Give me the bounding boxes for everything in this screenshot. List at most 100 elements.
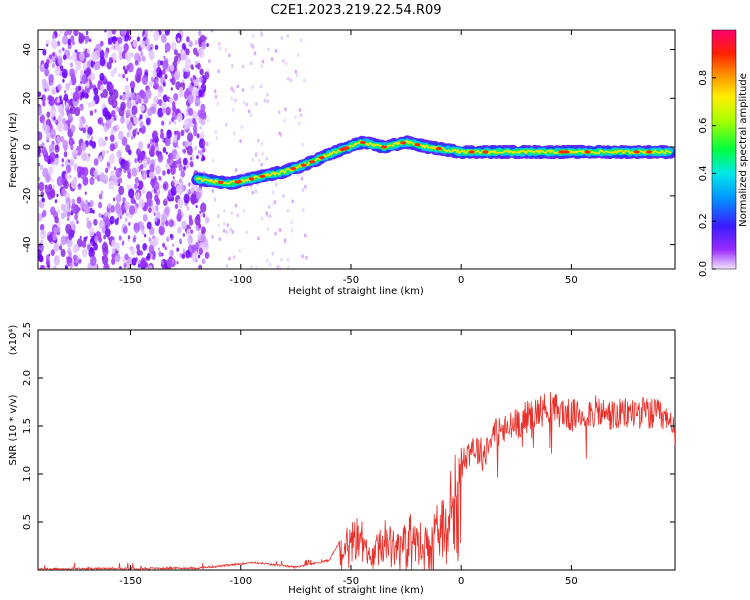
noise-speckle [84,92,89,99]
noise-speckle [83,204,90,215]
noise-speckle [162,82,166,87]
noise-speckle [236,213,240,218]
ridge-hotspot [309,160,316,164]
noise-speckle [110,117,114,123]
noise-speckle [68,235,72,241]
spectrogram-x-axis-label: Height of straight line (km) [288,286,424,297]
noise-speckle [57,209,60,214]
noise-speckle [169,233,173,239]
noise-speckle [291,199,294,204]
noise-speckle [39,264,44,269]
noise-speckle [165,106,171,116]
noise-speckle [257,158,261,163]
noise-speckle [126,100,132,109]
noise-speckle [132,39,138,48]
noise-speckle [231,229,235,234]
noise-speckle [64,202,70,211]
noise-speckle [155,150,160,157]
noise-speckle [148,237,152,243]
noise-speckle [127,235,131,240]
noise-speckle [178,86,184,94]
noise-speckle [138,127,142,133]
noise-speckle [64,89,67,94]
noise-speckle [230,211,234,216]
noise-speckle [198,30,202,37]
noise-speckle [272,201,276,206]
noise-speckle [267,204,271,209]
colorbar-tick-label: 0.2 [698,213,709,229]
y-tick-label: 1.5 [22,418,33,434]
noise-speckle [200,233,206,243]
y-tick-label: 0 [22,144,33,150]
noise-speckle [217,41,221,46]
noise-speckle [145,89,152,100]
noise-speckle [188,182,191,187]
x-tick-label: -150 [119,576,142,587]
noise-speckle [93,87,99,96]
noise-speckle [148,80,153,87]
noise-speckle [229,227,232,232]
noise-speckle [125,109,131,118]
noise-speckle [160,60,163,66]
noise-speckle [66,217,70,222]
noise-speckle [225,230,229,235]
noise-speckle [42,209,47,218]
noise-speckle [73,254,77,261]
noise-speckle [115,202,121,211]
noise-speckle [52,52,55,57]
spectrogram-frame [37,29,676,270]
noise-speckle [98,212,102,218]
noise-speckle [148,207,152,213]
noise-speckle [114,253,121,263]
noise-speckle [198,89,203,97]
noise-speckle [282,193,285,198]
noise-speckle [164,30,170,36]
noise-speckle [160,185,163,189]
noise-speckle [295,73,299,78]
noise-speckle [150,150,154,157]
noise-speckle [122,159,125,163]
noise-speckle [83,47,86,52]
noise-speckle [86,220,92,230]
noise-speckle [164,74,168,78]
noise-speckle [60,203,66,212]
noise-speckle [230,63,234,68]
noise-speckle [202,213,206,218]
noise-speckle [63,151,68,158]
noise-speckle [79,235,82,239]
x-tick-label: 0 [458,576,464,587]
noise-speckle [59,95,62,100]
noise-speckle [69,68,76,78]
noise-speckle [132,237,137,243]
noise-speckle [224,48,228,53]
noise-speckle [143,158,148,166]
noise-speckle [52,40,58,50]
noise-speckle [160,128,164,134]
noise-speckle [271,251,275,256]
noise-speckle [257,236,260,241]
noise-speckle [48,96,52,102]
noise-speckle [54,157,59,166]
noise-speckle [41,94,46,103]
noise-speckle [93,158,99,166]
noise-speckle [164,246,167,251]
noise-speckle [130,196,135,204]
noise-speckle [138,98,142,104]
noise-speckle [44,68,50,77]
noise-speckle [216,101,220,106]
noise-speckle [251,157,255,162]
noise-speckle [80,150,87,162]
noise-speckle [245,230,249,235]
noise-speckle [122,226,128,234]
noise-speckle [117,150,122,158]
noise-speckle [94,108,97,113]
noise-speckle [68,159,71,163]
noise-speckle [161,107,166,114]
noise-speckle [152,236,159,247]
noise-speckle [49,105,57,117]
noise-speckle [127,172,132,179]
noise-speckle [112,174,116,181]
noise-speckle [297,53,300,58]
noise-speckle [133,222,140,233]
noise-speckle [149,241,153,246]
